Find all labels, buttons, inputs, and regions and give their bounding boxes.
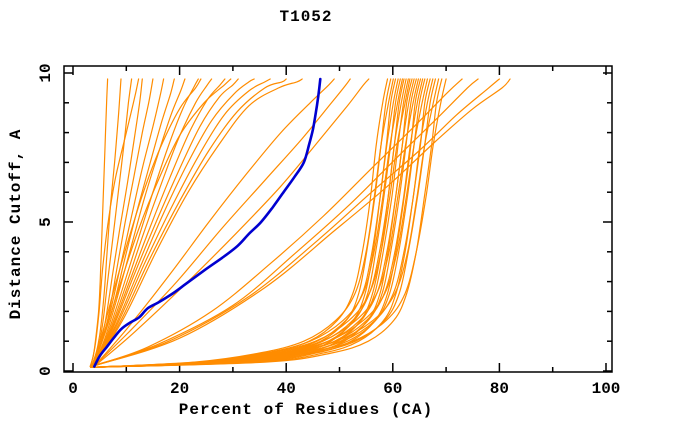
curve-models	[96, 78, 511, 366]
chart-title: T1052	[279, 8, 333, 26]
curve-models	[90, 78, 440, 368]
curve-models	[96, 78, 500, 366]
curve-models	[94, 78, 303, 366]
curve-models	[94, 78, 351, 366]
curve-models	[93, 78, 255, 366]
curve-models	[93, 78, 239, 366]
curve-models	[93, 78, 271, 366]
y-tick-label: 0	[37, 366, 55, 376]
curve-models	[92, 78, 186, 366]
x-tick-label: 0	[68, 380, 78, 398]
curve-models	[95, 78, 463, 366]
curve-models	[90, 78, 140, 368]
x-tick-label: 40	[277, 380, 296, 398]
curve-models	[95, 78, 479, 366]
curve-models	[94, 78, 335, 366]
curve-highlighted-model	[93, 77, 322, 368]
x-tick-label: 60	[383, 380, 402, 398]
curve-models	[94, 78, 287, 366]
y-tick-label: 10	[37, 63, 55, 82]
curve-models	[90, 78, 419, 368]
curve-models	[92, 78, 213, 366]
x-tick-label: 100	[592, 380, 621, 398]
x-axis-label: Percent of Residues (CA)	[178, 401, 434, 419]
curve-models	[93, 78, 226, 366]
curve-models	[95, 78, 370, 366]
x-tick-label: 20	[170, 380, 189, 398]
plot-frame	[63, 65, 613, 373]
curve-models	[90, 78, 392, 368]
y-axis-label: Distance Cutoff, A	[7, 128, 25, 320]
curve-models	[90, 78, 413, 368]
curve-models	[91, 78, 232, 368]
curve-models	[90, 78, 409, 368]
y-tick-label: 5	[37, 217, 55, 227]
x-tick-label: 80	[490, 380, 509, 398]
curve-models	[91, 78, 202, 368]
